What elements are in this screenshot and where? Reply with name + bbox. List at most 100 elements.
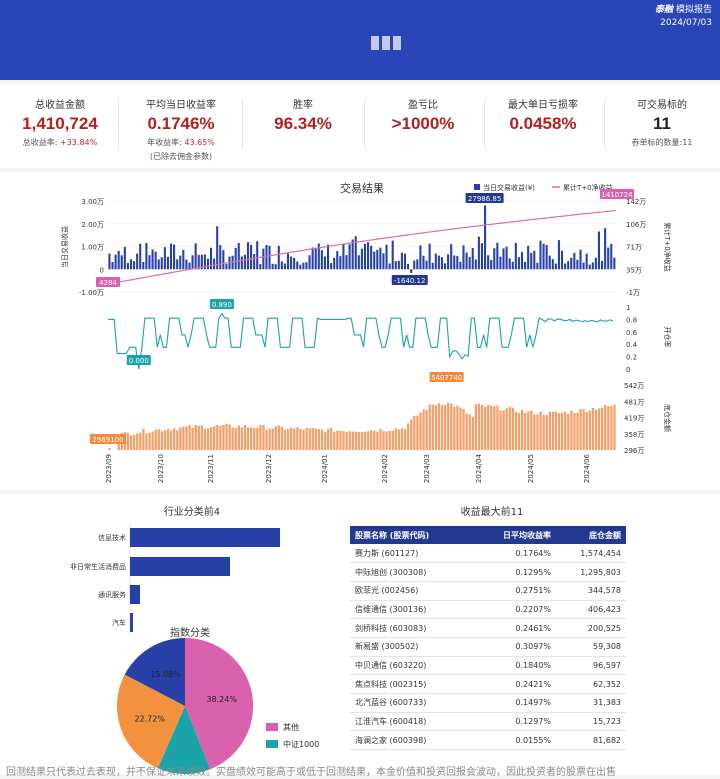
y-tick-label: 0.4	[626, 341, 638, 349]
bar	[397, 429, 401, 450]
bar	[305, 262, 308, 270]
bar	[591, 262, 594, 270]
bar	[114, 254, 117, 270]
kpi-max-daily-loss: 最大单日亏损率 0.0458%	[488, 96, 598, 134]
top-profit-table: 股票名称 (股票代码) 日平均收益率 底仓金额 赛力斯 (601127) 0.17…	[350, 526, 626, 751]
bar	[443, 404, 447, 450]
cell-stock: 中贝通信 (603220)	[350, 656, 480, 676]
y-tick-label: 358万	[624, 431, 644, 439]
bar	[234, 427, 237, 450]
y-axis-label: 开仓率	[663, 327, 672, 348]
bar	[440, 404, 444, 450]
bar	[320, 250, 323, 270]
bar	[437, 403, 441, 450]
bar	[237, 242, 240, 270]
bar	[465, 252, 468, 270]
bar	[407, 423, 410, 450]
x-tick-label: 2023/12	[265, 454, 273, 483]
cell-position: 344,578	[556, 581, 626, 601]
bar	[317, 428, 321, 450]
index-pie-chart: 38.24% 22.72% 15.08%	[116, 637, 254, 775]
y-tick-label: 419万	[624, 415, 644, 423]
table-row: 中贝通信 (603220) 0.1840% 96,597	[350, 656, 626, 676]
industry-label: 信息技术	[98, 533, 126, 542]
bar	[311, 428, 314, 450]
bar	[120, 255, 123, 270]
bar	[573, 252, 576, 270]
bar	[133, 434, 136, 450]
x-tick-label: 2024/05	[527, 454, 535, 483]
table-row: 北汽蓝谷 (600733) 0.1497% 31,383	[350, 693, 626, 713]
bar	[179, 427, 182, 450]
bar	[271, 428, 274, 450]
min-label-box	[90, 434, 126, 444]
kpi-value: 1,410,724	[22, 114, 98, 133]
bar	[588, 264, 591, 270]
pie-slice	[116, 674, 185, 769]
bar	[354, 431, 357, 450]
bar	[477, 403, 481, 450]
cell-return: 0.1297%	[480, 712, 556, 732]
bar	[548, 411, 551, 450]
y-tick-label: 2.00万	[81, 221, 104, 229]
bar	[210, 247, 213, 270]
bar	[560, 412, 564, 450]
bar	[296, 261, 299, 270]
bar	[200, 425, 204, 450]
bar	[354, 236, 357, 270]
bar	[456, 405, 459, 450]
bar	[253, 254, 256, 270]
bar	[431, 262, 434, 270]
bar	[539, 240, 542, 270]
bar	[379, 247, 382, 270]
bar	[431, 404, 434, 450]
bar	[385, 431, 388, 450]
pie-label: 22.72%	[134, 714, 165, 723]
bar	[591, 408, 595, 450]
x-tick-label: 2024/02	[381, 454, 389, 483]
bar	[530, 252, 533, 270]
bar	[604, 228, 607, 270]
trade-result-panel: 交易结果 当日交易收益(¥) 累计T+0净收益 3.00万 2.00万 1.00万 0…	[0, 172, 720, 490]
bar	[462, 408, 465, 450]
cell-position: 96,597	[556, 656, 626, 676]
bar	[351, 431, 354, 450]
bar	[194, 425, 197, 450]
kpi-tradable: 可交易标的 11 券单标的数量:11	[608, 96, 716, 148]
x-tick-label: 2023/11	[207, 454, 215, 483]
bar	[367, 242, 370, 270]
kpi-panel: 总收益金额 1,410,724 总收益率: +33.84% 平均当日收益率 0.…	[0, 84, 720, 168]
bar	[425, 409, 428, 450]
bar	[357, 255, 360, 270]
bar	[493, 406, 496, 450]
bar	[160, 431, 164, 450]
bar	[437, 255, 440, 270]
cell-return: 0.1497%	[480, 693, 556, 713]
legend-csi1000-swatch	[266, 740, 278, 748]
bar	[176, 430, 179, 450]
bar	[169, 430, 173, 450]
bar	[496, 405, 499, 450]
bar	[271, 263, 274, 270]
cell-position: 15,723	[556, 712, 626, 732]
col-stock-name: 股票名称 (股票代码)	[350, 526, 480, 544]
bar	[416, 415, 419, 450]
cell-return: 0.2421%	[480, 674, 556, 694]
bar	[499, 256, 502, 270]
bar	[173, 428, 176, 450]
kpi-value: 11	[653, 114, 671, 133]
bar	[477, 236, 480, 270]
bar	[210, 427, 213, 450]
bar	[560, 250, 564, 270]
cell-stock: 北汽蓝谷 (600733)	[350, 693, 480, 713]
cum-start-box	[96, 277, 120, 287]
brand-name: 模拟报告	[675, 5, 712, 15]
bar	[231, 427, 234, 450]
bar	[262, 425, 265, 450]
bar	[283, 263, 286, 270]
bar	[265, 244, 268, 270]
x-tick-label: 2023/09	[105, 454, 113, 483]
bar	[517, 413, 521, 450]
min-label: -1640.12	[394, 277, 425, 285]
